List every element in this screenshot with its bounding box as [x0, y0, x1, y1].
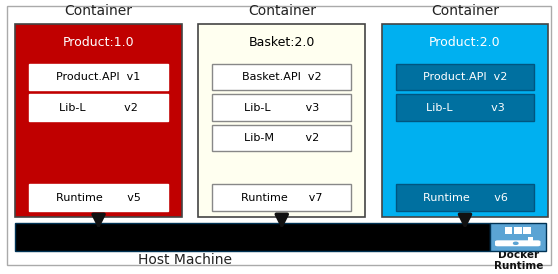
Text: Runtime       v5: Runtime v5	[56, 193, 141, 202]
Text: Container: Container	[431, 4, 499, 19]
FancyBboxPatch shape	[490, 223, 546, 250]
FancyBboxPatch shape	[29, 95, 168, 121]
Text: Runtime       v6: Runtime v6	[422, 193, 507, 202]
Bar	[523, 231, 531, 234]
Text: Lib-L           v3: Lib-L v3	[426, 103, 504, 113]
Text: Product:1.0: Product:1.0	[62, 36, 134, 49]
FancyBboxPatch shape	[396, 184, 535, 211]
Text: Lib-L          v3: Lib-L v3	[244, 103, 319, 113]
Text: Basket:2.0: Basket:2.0	[248, 36, 315, 49]
FancyBboxPatch shape	[199, 24, 365, 218]
Text: Product.API  v1: Product.API v1	[56, 72, 141, 82]
Text: Host Machine: Host Machine	[138, 253, 232, 267]
FancyBboxPatch shape	[29, 184, 168, 211]
Bar	[504, 227, 512, 230]
Bar	[523, 227, 531, 230]
FancyBboxPatch shape	[396, 64, 535, 90]
Bar	[528, 237, 533, 242]
Text: Host OS: Host OS	[185, 229, 254, 244]
Text: Lib-L           v2: Lib-L v2	[59, 103, 138, 113]
Text: Container: Container	[65, 4, 133, 19]
FancyBboxPatch shape	[396, 95, 535, 121]
FancyBboxPatch shape	[7, 6, 551, 265]
Text: Basket.API  v2: Basket.API v2	[242, 72, 321, 82]
FancyBboxPatch shape	[213, 125, 351, 151]
FancyBboxPatch shape	[15, 24, 182, 218]
Text: Runtime      v7: Runtime v7	[241, 193, 323, 202]
Circle shape	[513, 242, 518, 244]
FancyBboxPatch shape	[213, 95, 351, 121]
FancyBboxPatch shape	[213, 64, 351, 90]
FancyBboxPatch shape	[213, 184, 351, 211]
Bar	[514, 227, 522, 230]
Bar	[504, 231, 512, 234]
FancyBboxPatch shape	[382, 24, 549, 218]
Text: Container: Container	[248, 4, 316, 19]
Text: Product:2.0: Product:2.0	[429, 36, 501, 49]
Text: Product.API  v2: Product.API v2	[423, 72, 507, 82]
FancyBboxPatch shape	[29, 64, 168, 90]
Bar	[514, 231, 522, 234]
Text: Docker
Runtime: Docker Runtime	[494, 250, 543, 271]
FancyBboxPatch shape	[15, 223, 490, 250]
FancyBboxPatch shape	[495, 240, 541, 246]
Text: Lib-M         v2: Lib-M v2	[244, 133, 319, 143]
